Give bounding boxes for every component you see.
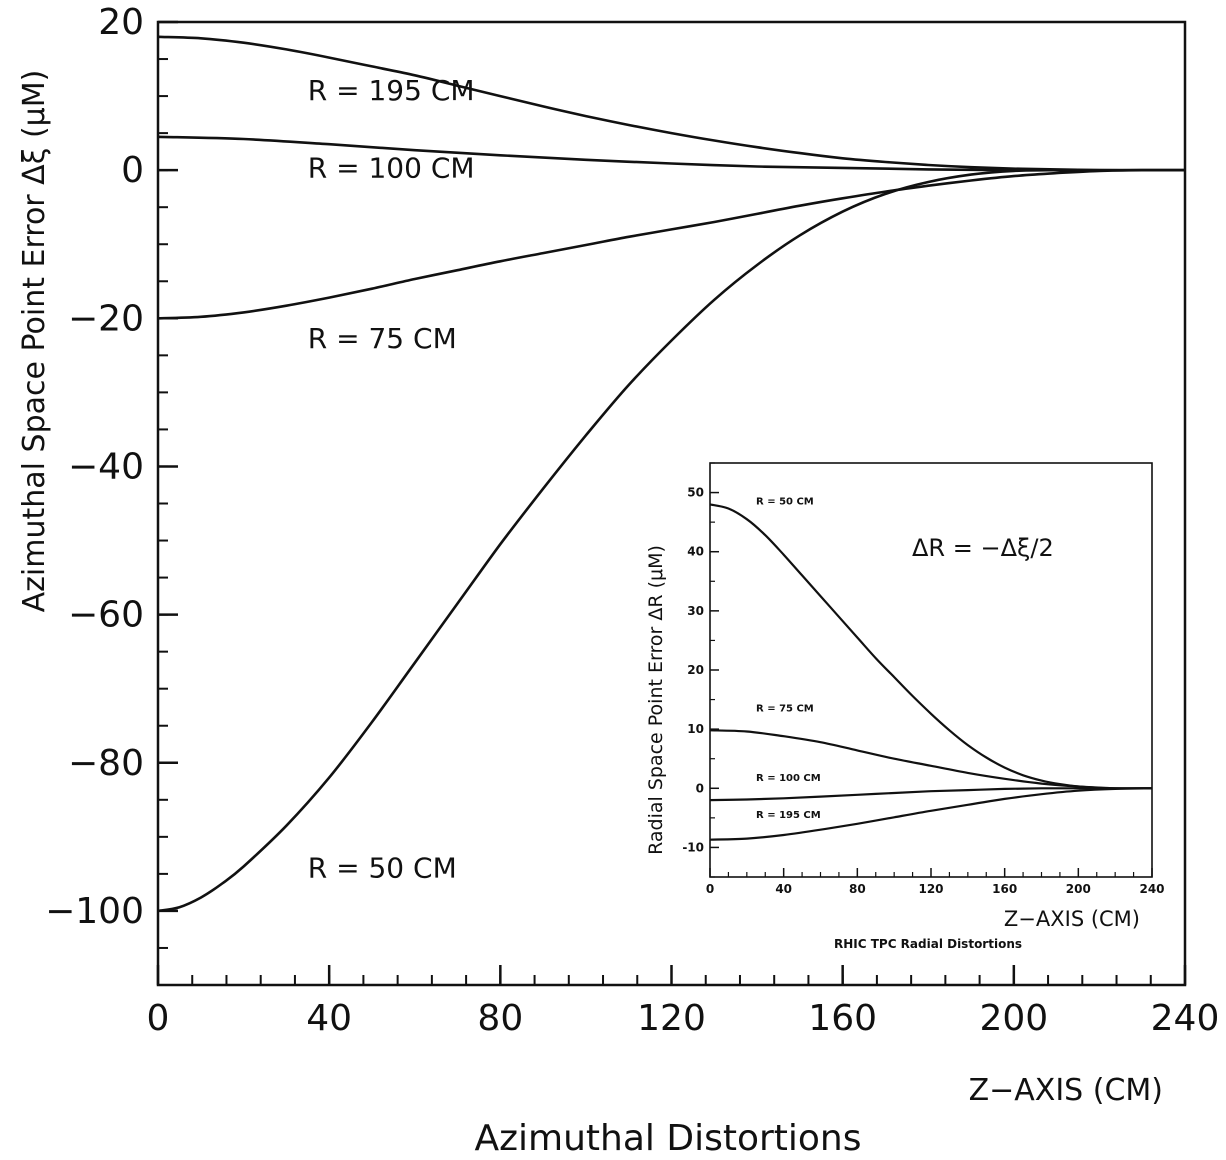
x-tick-label: 240 <box>1151 998 1220 1039</box>
curve-label-r-100-cm: R = 100 CM <box>308 152 475 185</box>
inset-x-axis-label: Z−AXIS (CM) <box>1004 907 1140 931</box>
x-tick-label: 40 <box>306 998 352 1039</box>
y-axis-label: Azimuthal Space Point Error Δξ (μM) <box>17 70 52 613</box>
y-tick-label: −100 <box>45 891 144 932</box>
y-tick-label: 0 <box>121 150 144 191</box>
inset-x-tick-label: 40 <box>775 882 792 896</box>
series-lines <box>157 35 1186 913</box>
inset-y-tick-label: -10 <box>682 840 704 854</box>
inset-y-tick-label: 20 <box>687 663 704 677</box>
inset-x-tick-label: 200 <box>1066 882 1091 896</box>
radial-inset-chart: 0 40 80 120 160 200 240 50 40 30 20 10 0 -10 R = 50 … <box>640 456 1165 956</box>
y-tick-label: 20 <box>98 2 144 43</box>
inset-curve-label-r-100-cm: R = 100 CM <box>756 773 821 784</box>
inset-y-tick-labels: 50 40 30 20 10 0 -10 <box>682 486 704 855</box>
inset-x-tick-label: 0 <box>706 882 714 896</box>
azimuthal-chart: 0 40 80 120 160 200 240 200−20−40−60−80−100 R … <box>17 2 1219 1159</box>
curve-label-r-75-cm: R = 75 CM <box>308 322 457 355</box>
curve-labels: R = 195 CM R = 100 CM R = 75 CM R = 50 CM <box>308 74 475 885</box>
curve-label-r-195-cm: R = 195 CM <box>308 74 475 107</box>
inset-series-line-r-75-cm <box>709 729 1153 790</box>
x-tick-labels: 0 40 80 120 160 200 240 <box>147 998 1220 1039</box>
inset-y-tick-label: 10 <box>687 722 704 736</box>
y-tick-label: −20 <box>68 298 144 339</box>
inset-x-tick-label: 160 <box>992 882 1017 896</box>
y-tick-label: −40 <box>68 446 144 487</box>
inset-background <box>640 456 1160 956</box>
x-tick-label: 80 <box>477 998 523 1039</box>
y-tick-label: −60 <box>68 595 144 636</box>
x-tick-label: 160 <box>808 998 877 1039</box>
inset-formula-annotation: ΔR = −Δξ/2 <box>912 534 1054 562</box>
inset-curve-label-r-195-cm: R = 195 CM <box>756 810 821 821</box>
inset-curve-labels: R = 50 CM R = 75 CM R = 100 CM R = 195 CM <box>756 496 821 820</box>
curve-label-r-50-cm: R = 50 CM <box>308 852 457 885</box>
inset-x-tick-label: 120 <box>918 882 943 896</box>
series-line-r-50-cm <box>157 168 1185 913</box>
x-axis-label: Z−AXIS (CM) <box>969 1073 1163 1108</box>
inset-x-tick-label: 240 <box>1139 882 1164 896</box>
inset-curve-label-r-75-cm: R = 75 CM <box>756 703 814 714</box>
figure-caption: Azimuthal Distortions <box>475 1118 862 1159</box>
inset-y-tick-label: 40 <box>687 545 704 559</box>
inset-y-tick-label: 30 <box>687 604 704 618</box>
inset-x-tick-labels: 0 40 80 120 160 200 240 <box>706 882 1165 896</box>
series-line-r-195-cm <box>157 35 1185 172</box>
inset-series-lines <box>709 503 1153 841</box>
x-tick-label: 200 <box>979 998 1048 1039</box>
series-line-r-75-cm <box>157 168 1186 320</box>
inset-x-tick-label: 80 <box>849 882 866 896</box>
inset-y-tick-label: 0 <box>696 781 704 795</box>
inset-ticks <box>709 462 1153 878</box>
inset-y-axis-label: Radial Space Point Error ΔR (μM) <box>645 545 667 855</box>
inset-y-tick-label: 50 <box>687 486 704 500</box>
y-tick-label: −80 <box>68 743 144 784</box>
x-tick-label: 120 <box>637 998 706 1039</box>
y-tick-labels: 20 0 −20 −40 −60 −80 −100 <box>45 2 144 932</box>
inset-series-line-r-100-cm <box>709 787 1152 802</box>
inset-series-line-r-195-cm <box>709 787 1153 841</box>
inset-curve-label-r-50-cm: R = 50 CM <box>756 496 814 507</box>
x-tick-label: 0 <box>147 998 170 1039</box>
inset-caption: RHIC TPC Radial Distortions <box>834 937 1022 951</box>
